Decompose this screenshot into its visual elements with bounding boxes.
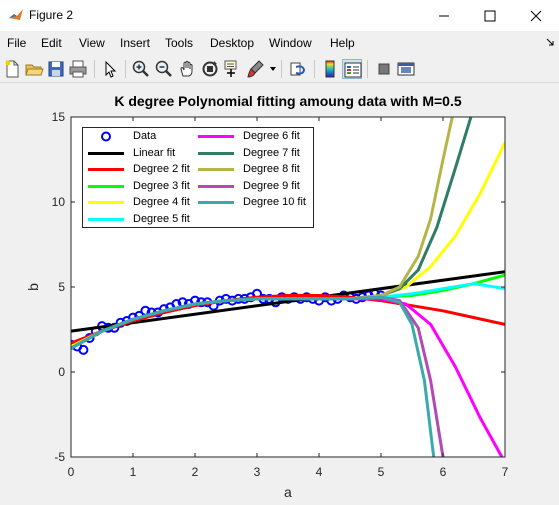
minimize-button[interactable] [421,0,467,31]
legend[interactable]: Data Linear fit Degree 2 fit Degree 3 fi… [82,127,314,228]
colorbar-button[interactable] [320,59,340,79]
link-plot-button[interactable] [288,59,308,79]
legend-icon [344,62,362,78]
pan-icon [180,60,193,77]
menu-tools[interactable]: Tools [165,36,194,50]
legend-marker-icon [101,131,111,142]
toolbar-separator [367,60,368,78]
brush-button[interactable] [246,59,266,79]
menu-desktop[interactable]: Desktop [210,36,255,50]
minimize-icon [439,15,449,17]
legend-button[interactable] [342,59,362,79]
y-tick-label: 0 [58,365,65,379]
y-tick-label: 10 [51,195,65,209]
show-plot-tools-button[interactable] [396,59,416,79]
menu-view[interactable]: View [79,36,105,50]
y-tick-label: 15 [51,110,65,124]
menu-help[interactable]: Help [330,36,355,50]
chart-title: K degree Polynomial fitting amoung data … [114,93,462,109]
x-tick-label: 0 [67,465,75,479]
hide-plot-tools-button[interactable] [374,59,394,79]
close-icon [530,10,542,22]
dock-arrow-icon[interactable] [546,38,554,46]
series-line-deg2 [71,294,505,345]
toolbar-separator [281,60,282,78]
open-file-button[interactable] [24,59,44,79]
toolbar-separator [314,60,315,78]
data-point [78,344,89,355]
title-bar: Figure 2 [0,0,559,31]
open-file-icon [25,64,44,76]
rotate-3d-button[interactable] [200,59,220,79]
pointer-button[interactable] [100,59,120,79]
menu-bar: File Edit View Insert Tools Desktop Wind… [0,31,559,55]
rotate-3d-icon [202,61,218,77]
toolbar-separator [125,60,126,78]
axis-ticks [70,116,506,458]
menu-insert[interactable]: Insert [120,36,151,50]
close-button[interactable] [513,0,559,31]
zoom-out-icon [155,60,172,77]
y-axis-label: b [24,283,41,291]
x-tick-label: 3 [253,465,261,479]
series-line-deg10 [71,295,436,457]
print-icon [69,60,87,78]
pan-button[interactable] [177,59,197,79]
zoom-in-icon [132,60,149,77]
window-title: Figure 2 [29,8,74,22]
y-tick-label: -5 [54,450,65,464]
x-tick-label: 4 [315,465,323,479]
new-figure-button[interactable] [2,59,22,79]
menu-edit[interactable]: Edit [41,36,62,50]
brush-icon [247,60,264,78]
save-icon [48,61,64,77]
zoom-in-button[interactable] [131,59,151,79]
menu-window[interactable]: Window [269,36,312,50]
brush-dropdown-icon[interactable] [270,67,276,71]
menu-file[interactable]: File [7,36,27,50]
colorbar-icon [325,60,335,78]
hide-plot-tools-icon [378,63,390,75]
figure-toolbar [0,55,559,83]
data-cursor-icon [224,60,237,77]
link-plot-icon [290,62,306,76]
save-button[interactable] [46,59,66,79]
x-tick-label: 2 [191,465,199,479]
x-tick-label: 1 [129,465,137,479]
print-button[interactable] [68,59,88,79]
pointer-icon [105,60,117,78]
fit-lines [71,117,505,457]
x-tick-label: 6 [439,465,447,479]
maximize-icon [484,10,496,22]
series-line-linear [71,270,505,333]
data-cursor-button[interactable] [223,59,243,79]
show-plot-tools-icon [397,62,415,76]
maximize-button[interactable] [467,0,513,31]
y-tick-label: 5 [58,280,65,294]
x-tick-label: 7 [501,465,509,479]
figure-canvas: K degree Polynomial fitting amoung data … [0,83,559,505]
x-axis-label: a [284,484,292,500]
x-tick-label: 5 [377,465,385,479]
new-figure-icon [5,60,19,78]
zoom-out-button[interactable] [154,59,174,79]
matlab-icon [9,9,23,20]
toolbar-separator [94,60,95,78]
